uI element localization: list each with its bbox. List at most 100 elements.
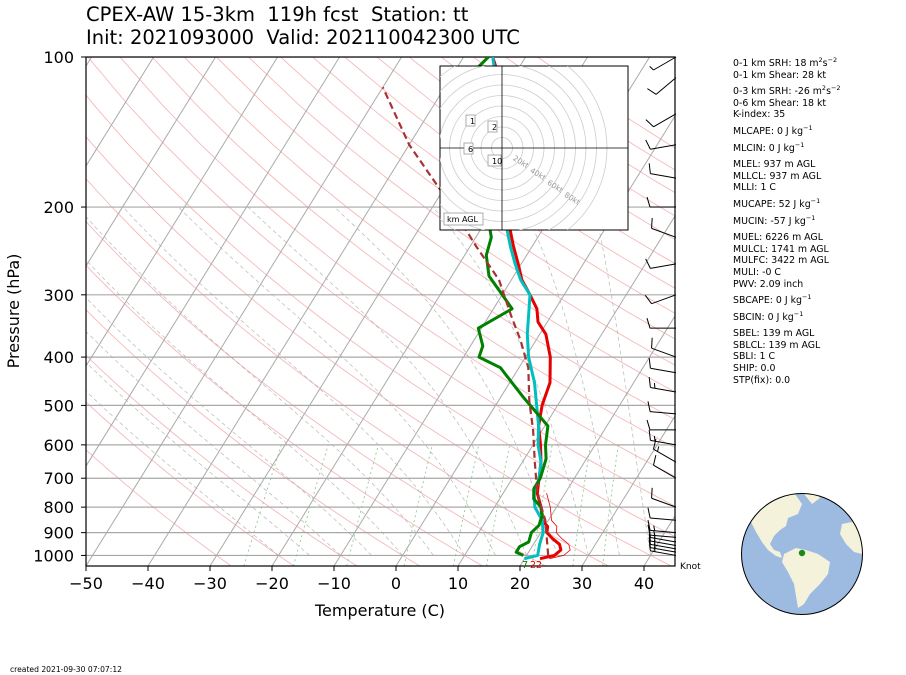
isotherm <box>395 115 675 566</box>
moist-adiabat <box>178 206 496 556</box>
hodograph-height-label: 2 <box>492 123 497 132</box>
hodograph-height-box <box>465 114 476 127</box>
stat-line: SBCIN: 0 J kg−1 <box>733 309 804 323</box>
globe-africa <box>840 522 862 554</box>
moist-adiabat <box>86 390 279 556</box>
x-tick-label: 10 <box>448 574 468 593</box>
y-tick-label: 700 <box>43 469 74 488</box>
moist-adiabat <box>593 206 651 556</box>
dry-adiabat <box>312 57 675 314</box>
wind-barbs <box>644 56 677 556</box>
stat-line: MLCIN: 0 J kg−1 <box>733 140 805 154</box>
isotherm <box>457 215 675 566</box>
mixing-ratio-line <box>403 444 433 566</box>
stat-line: PWV: 2.09 inch <box>733 278 804 290</box>
dry-adiabat <box>216 57 675 393</box>
wind-unit-label: Knot <box>680 562 701 572</box>
mixing-ratio-line <box>486 444 511 566</box>
wind-barb <box>648 377 677 393</box>
wind-barb <box>644 294 677 305</box>
wind-barb <box>647 524 677 538</box>
hodograph-height-label: 6 <box>468 145 473 154</box>
hodograph-height-box <box>487 120 498 133</box>
stat-line: MULI: -0 C <box>733 266 781 278</box>
stat-line: MUCIN: -57 J kg−1 <box>733 213 816 227</box>
x-axis-label: Temperature (C) <box>314 601 445 620</box>
y-tick-label: 400 <box>43 348 74 367</box>
isotherm <box>581 415 675 566</box>
x-tick-label: 0 <box>391 574 401 593</box>
dry-adiabat <box>344 57 675 289</box>
stat-line: MULFC: 3422 m AGL <box>733 255 829 267</box>
y-tick-label: 200 <box>43 198 74 217</box>
moist-adiabat <box>86 259 403 556</box>
dry-adiabat <box>86 264 483 566</box>
wind-barb <box>648 163 677 179</box>
x-tick-label: −30 <box>193 574 227 593</box>
stat-line: SBCAPE: 0 J kg−1 <box>733 292 812 307</box>
dry-adiabat <box>86 354 358 566</box>
stat-line: MULCL: 1741 m AGL <box>733 243 829 255</box>
y-tick-label: 1000 <box>33 546 74 565</box>
dry-adiabat <box>280 57 675 340</box>
dry-adiabat <box>248 57 675 366</box>
dry-adiabat <box>86 401 295 566</box>
mixing-ratio-line <box>572 444 591 566</box>
wind-barb <box>651 217 677 238</box>
moist-adiabat <box>334 206 558 556</box>
x-tick-label: −40 <box>131 574 165 593</box>
stat-line: MLLI: 1 C <box>733 182 776 194</box>
virtual-temp-line <box>546 493 571 560</box>
wind-barb <box>647 401 677 415</box>
wind-barb <box>647 77 677 95</box>
wind-barb <box>646 318 676 329</box>
axis-ticks: −50 −40 −30 −20 −10 0 10 20 30 40 100 200 300 400 500 6… <box>33 48 654 593</box>
globe-north-america <box>750 493 802 558</box>
isotherm <box>86 57 403 566</box>
stat-line: MUEL: 6226 m AGL <box>733 232 823 244</box>
wind-barb <box>648 357 677 374</box>
x-tick-label: −50 <box>69 574 103 593</box>
moist-adiabat <box>122 206 465 556</box>
dry-adiabat <box>376 57 675 265</box>
sounding-indices: 0-1 km SRH: 18 m2s−2 0-1 km Shear: 28 kt 0… <box>733 55 841 386</box>
y-tick-label: 600 <box>43 436 74 455</box>
hodograph-height-label: 10 <box>492 157 502 166</box>
x-tick-label: −20 <box>255 574 289 593</box>
isotherm <box>86 57 341 467</box>
wind-barb <box>645 139 677 150</box>
wind-barb <box>652 454 677 479</box>
stat-line: STP(fix): 0.0 <box>733 374 791 386</box>
wind-barb <box>648 429 677 446</box>
isotherm <box>147 57 465 566</box>
isotherm <box>86 57 279 367</box>
wind-barb <box>652 438 677 463</box>
dry-adiabat <box>86 94 675 538</box>
y-axis-label: Pressure (hPa) <box>4 254 23 369</box>
stat-line: MLEL: 937 m AGL <box>733 159 816 171</box>
mixing-ratio-line <box>243 444 282 566</box>
mixing-ratio-line <box>602 444 619 566</box>
mixing-ratio-line <box>292 444 329 566</box>
wind-barb <box>649 56 677 71</box>
isotherm <box>86 57 155 167</box>
mixing-ratio-line <box>531 444 553 566</box>
dry-adiabat <box>86 220 546 566</box>
x-tick-label: 20 <box>510 574 530 593</box>
wind-barb <box>651 487 677 508</box>
stat-line: MLLCL: 937 m AGL <box>733 170 822 182</box>
hodograph-footer: km AGL <box>447 215 479 224</box>
hodograph-footer-box <box>443 212 484 226</box>
stat-line: 0-1 km SRH: 18 m2s−2 <box>733 55 838 69</box>
dry-adiabat <box>183 57 675 420</box>
dry-adiabat <box>86 135 672 566</box>
stat-line: 0-1 km Shear: 28 kt <box>733 69 827 81</box>
wind-barb <box>646 419 676 431</box>
dry-adiabat <box>151 57 675 449</box>
globe-south-america <box>782 548 830 608</box>
isotherm <box>86 57 217 267</box>
hodograph-height-label: 1 <box>470 117 475 126</box>
created-timestamp: created 2021-09-30 07:07:12 <box>10 665 122 674</box>
y-tick-label: 900 <box>43 524 74 543</box>
